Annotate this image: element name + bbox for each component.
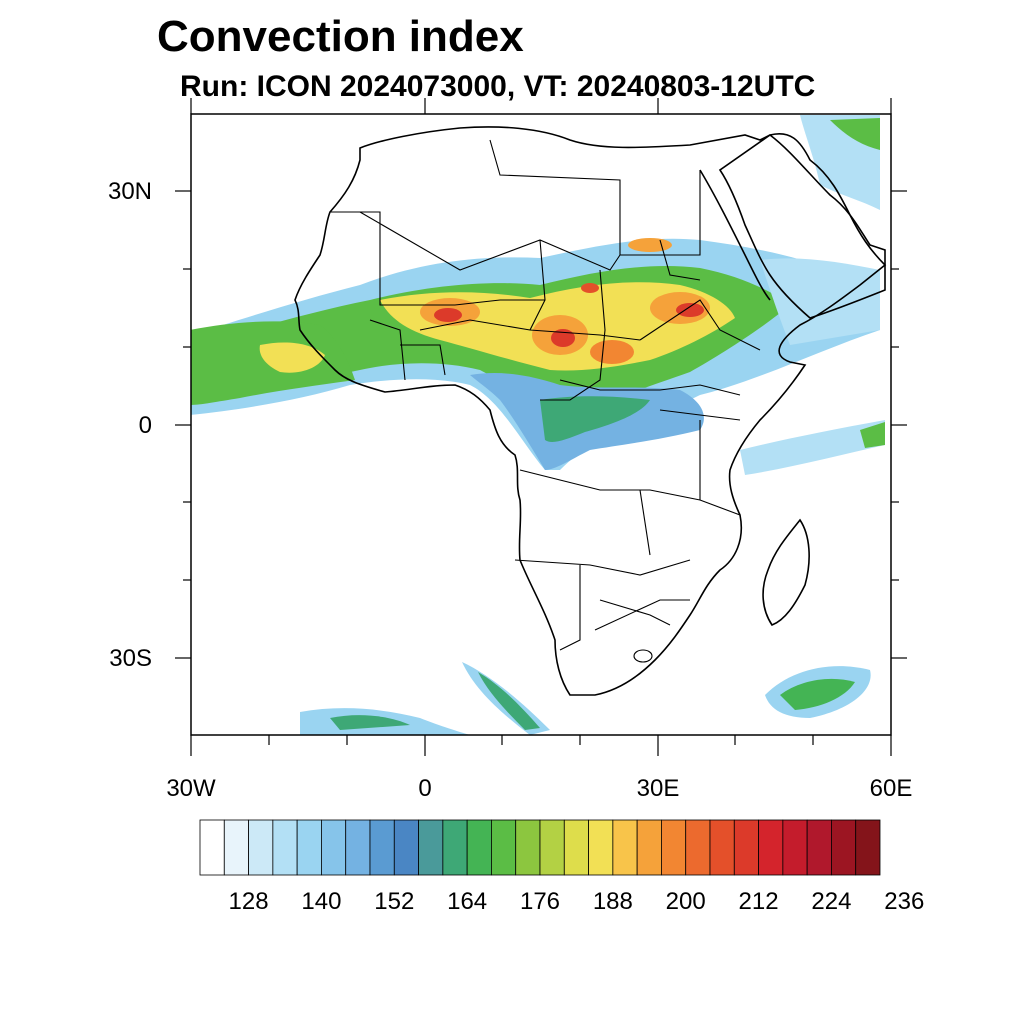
lon-label-0: 0 bbox=[418, 775, 432, 802]
colorbar-swatch bbox=[612, 819, 638, 876]
colorbar-swatch bbox=[661, 819, 687, 876]
colorbar-label: 212 bbox=[738, 888, 779, 915]
colorbar-label: 140 bbox=[301, 888, 342, 915]
colorbar-swatch bbox=[515, 819, 541, 876]
country-borders bbox=[330, 139, 761, 663]
colorbar-swatch bbox=[806, 819, 832, 876]
colorbar-swatch bbox=[563, 819, 589, 876]
colorbar-label: 188 bbox=[592, 888, 633, 915]
colorbar-swatch bbox=[588, 819, 614, 876]
lon-label-60e: 60E bbox=[869, 775, 913, 802]
colorbar-swatch bbox=[831, 819, 857, 876]
colorbar-swatch bbox=[321, 819, 347, 876]
colorbar-swatch bbox=[248, 819, 274, 876]
colorbar-swatch bbox=[855, 819, 881, 876]
colorbar-swatch bbox=[685, 819, 711, 876]
colorbar-label: 152 bbox=[374, 888, 415, 915]
colorbar-swatch bbox=[782, 819, 808, 876]
lon-label-30w: 30W bbox=[166, 775, 216, 802]
colorbar-swatch bbox=[636, 819, 662, 876]
colorbar-label: 224 bbox=[811, 888, 852, 915]
coastlines bbox=[294, 126, 887, 696]
colorbar bbox=[199, 819, 881, 876]
colorbar-swatch bbox=[491, 819, 517, 876]
convection-field bbox=[191, 115, 885, 735]
axis-ticks bbox=[175, 98, 907, 756]
colorbar-swatch bbox=[539, 819, 565, 876]
colorbar-swatch bbox=[345, 819, 371, 876]
colorbar-label: 164 bbox=[447, 888, 488, 915]
colorbar-swatch bbox=[466, 819, 492, 876]
colorbar-swatch bbox=[733, 819, 759, 876]
lat-label-30s: 30S bbox=[109, 645, 152, 672]
lon-label-30e: 30E bbox=[636, 775, 680, 802]
colorbar-label: 200 bbox=[665, 888, 706, 915]
lat-label-30n: 30N bbox=[107, 178, 152, 205]
colorbar-swatch bbox=[199, 819, 225, 876]
colorbar-swatch bbox=[393, 819, 419, 876]
colorbar-swatch bbox=[418, 819, 444, 876]
colorbar-swatch bbox=[223, 819, 249, 876]
chart-title: Convection index bbox=[157, 12, 524, 61]
colorbar-swatch bbox=[369, 819, 395, 876]
chart-subtitle: Run: ICON 2024073000, VT: 20240803-12UTC bbox=[180, 70, 816, 103]
colorbar-label: 128 bbox=[228, 888, 269, 915]
colorbar-swatch bbox=[758, 819, 784, 876]
colorbar-swatch bbox=[709, 819, 735, 876]
colorbar-label: 236 bbox=[884, 888, 925, 915]
lat-label-0: 0 bbox=[138, 412, 152, 439]
colorbar-swatch bbox=[296, 819, 322, 876]
map-area bbox=[191, 115, 887, 735]
colorbar-label: 176 bbox=[519, 888, 561, 915]
colorbar-swatch bbox=[442, 819, 468, 876]
colorbar-swatch bbox=[272, 819, 298, 876]
